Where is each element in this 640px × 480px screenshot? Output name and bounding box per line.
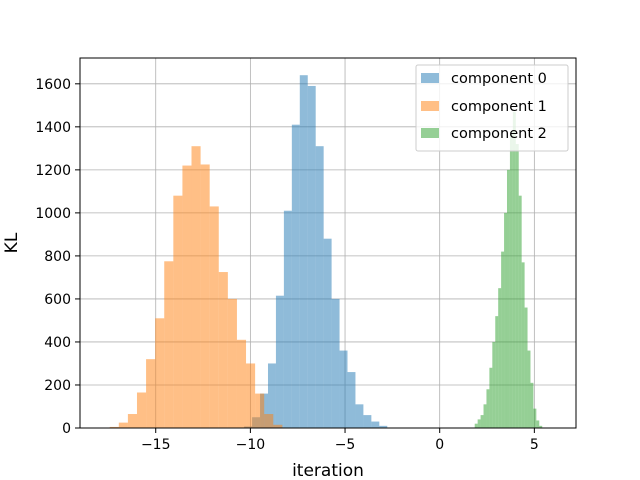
- bar-component-1-4: [146, 359, 156, 428]
- bar-component-1-0: [109, 426, 119, 428]
- legend: component 0 component 1 component 2: [415, 64, 569, 152]
- bar-component-2-18: [527, 350, 531, 428]
- series-component-2: [474, 111, 543, 429]
- bar-component-1-12: [218, 272, 228, 428]
- bar-component-2-1: [477, 419, 481, 428]
- legend-label-component-0: component 0: [451, 71, 547, 87]
- x-tick-label-4: 5: [530, 437, 539, 453]
- x-tick-label-2: −5: [335, 437, 356, 453]
- bar-component-2-20: [533, 408, 537, 428]
- histogram-bars: [109, 75, 543, 429]
- bar-component-1-7: [173, 195, 183, 428]
- bar-component-1-10: [200, 164, 210, 429]
- bar-component-2-14: [515, 144, 519, 428]
- bar-component-2-9: [501, 251, 505, 428]
- y-axis-label: KL: [2, 232, 22, 253]
- bar-component-1-18: [273, 424, 283, 428]
- bar-component-0-8: [307, 85, 316, 428]
- bar-component-2-7: [495, 316, 499, 428]
- bar-component-0-15: [363, 415, 372, 428]
- legend-frame: [415, 64, 569, 152]
- bar-component-0-9: [315, 146, 324, 428]
- bar-component-1-3: [136, 392, 147, 428]
- bar-component-2-17: [524, 307, 528, 428]
- bar-component-0-17: [379, 425, 388, 428]
- bar-component-2-16: [521, 262, 525, 428]
- bar-component-2-3: [483, 404, 487, 428]
- legend-label-component-2: component 2: [451, 126, 547, 142]
- bar-component-2-12: [509, 131, 513, 429]
- bar-component-1-15: [246, 363, 256, 428]
- bar-component-0-5: [283, 210, 292, 428]
- plot-frame: [79, 57, 577, 429]
- bar-component-2-15: [518, 195, 522, 428]
- bar-component-0-6: [291, 124, 300, 429]
- y-tick-label-6: 1200: [35, 163, 71, 179]
- bar-component-1-13: [227, 298, 237, 428]
- bar-component-1-6: [164, 261, 174, 428]
- bar-component-1-11: [209, 206, 219, 428]
- y-tick-label-7: 1400: [35, 120, 71, 136]
- bar-component-2-2: [480, 415, 484, 428]
- bar-component-1-17: [264, 414, 274, 428]
- bar-component-2-11: [506, 169, 510, 428]
- y-tick-label-5: 1000: [35, 206, 71, 222]
- axis-ticks: −15 −10 −5 0 5 0 200 400 600 800 1000 1200 1400 1600: [35, 77, 538, 453]
- y-tick-label-3: 600: [44, 292, 71, 308]
- bar-component-1-14: [236, 339, 247, 428]
- y-tick-label-8: 1600: [35, 77, 71, 93]
- x-tick-label-3: 0: [435, 437, 444, 453]
- bar-component-2-21: [536, 420, 540, 428]
- y-tick-label-1: 200: [44, 378, 71, 394]
- bar-component-1-9: [191, 146, 201, 428]
- legend-swatch-component-2: [421, 128, 439, 138]
- bar-component-0-14: [355, 404, 364, 428]
- bar-component-2-10: [504, 212, 507, 428]
- bar-component-0-13: [347, 372, 356, 428]
- bar-component-0-4: [275, 295, 284, 428]
- y-tick-label-4: 800: [44, 249, 71, 265]
- x-axis-label: iteration: [292, 461, 364, 480]
- bar-component-2-19: [530, 382, 534, 428]
- bar-component-0-10: [323, 238, 332, 428]
- bar-component-2-4: [486, 389, 490, 428]
- legend-swatch-component-1: [421, 101, 439, 111]
- bar-component-0-3: [267, 363, 276, 428]
- bar-component-1-16: [255, 393, 265, 428]
- x-tick-label-1: −10: [236, 437, 266, 453]
- bar-component-2-5: [489, 367, 493, 428]
- bar-component-2-6: [492, 341, 496, 428]
- bar-component-2-8: [498, 288, 502, 428]
- bar-component-2-0: [474, 423, 478, 428]
- bar-component-0-7: [299, 75, 308, 429]
- x-tick-label-0: −15: [141, 437, 171, 453]
- bar-component-1-8: [182, 165, 192, 428]
- legend-swatch-component-0: [421, 73, 439, 83]
- bar-component-0-12: [339, 350, 348, 428]
- series-component-1: [109, 146, 283, 429]
- bar-component-2-22: [539, 425, 543, 428]
- legend-label-component-1: component 1: [451, 99, 547, 115]
- y-tick-label-0: 0: [62, 421, 71, 437]
- bar-component-2-13: [512, 111, 516, 429]
- bar-component-0-16: [371, 421, 380, 428]
- bar-component-1-2: [127, 414, 137, 428]
- bar-component-1-1: [118, 422, 128, 428]
- bar-component-0-11: [331, 298, 340, 428]
- y-tick-label-2: 400: [44, 335, 71, 351]
- bar-component-1-5: [155, 318, 165, 428]
